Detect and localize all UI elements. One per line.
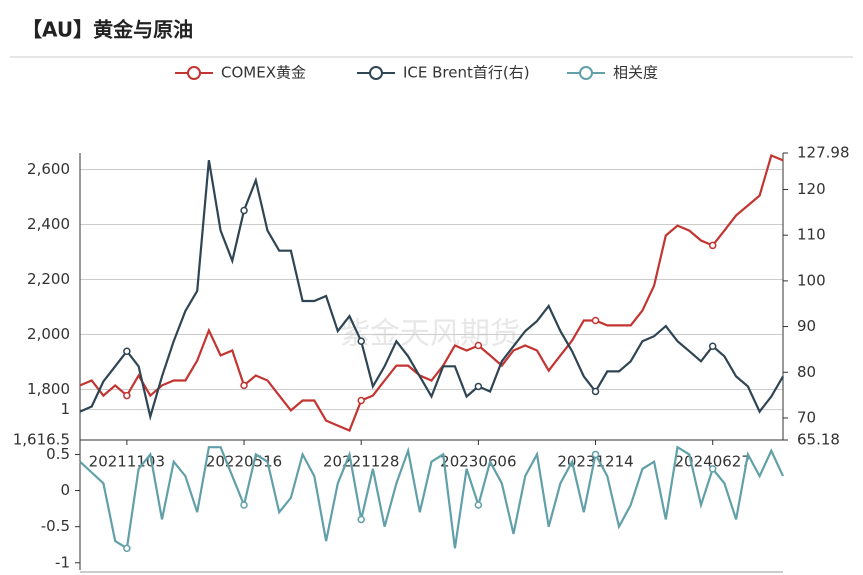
y2-tick-label: 65.18 xyxy=(797,431,840,449)
y2-tick-label: 70 xyxy=(797,408,816,426)
point-marker xyxy=(123,391,131,400)
y3-tick-label: 0 xyxy=(60,481,70,499)
point-marker xyxy=(474,341,483,350)
x-tick-label: 20220516 xyxy=(206,453,282,471)
y2-tick-label: 90 xyxy=(797,317,816,335)
point-marker xyxy=(708,342,717,350)
point-marker xyxy=(708,241,717,250)
legend-marker xyxy=(369,66,383,80)
point-marker xyxy=(240,206,248,215)
y-tick-label: 2,000 xyxy=(27,325,70,343)
y-tick-label: 1,616.5 xyxy=(13,431,70,449)
point-marker xyxy=(708,465,717,473)
y-tick-label: 1,800 xyxy=(27,380,70,398)
y-tick-label: 2,600 xyxy=(27,160,70,178)
point-marker xyxy=(591,387,600,396)
x-tick-label: 20211103 xyxy=(89,453,165,471)
legend-label: 相关度 xyxy=(613,64,658,82)
point-marker xyxy=(123,544,131,553)
y-tick-label: 2,200 xyxy=(27,270,70,288)
y2-tick-label: 127.98 xyxy=(797,144,850,162)
point-marker xyxy=(123,347,131,355)
y3-tick-label: 0.5 xyxy=(46,445,70,463)
x-tick-label: 20240627 xyxy=(675,453,751,471)
y-tick-label: 2,400 xyxy=(27,215,70,233)
legend-label: COMEX黄金 xyxy=(221,64,306,82)
y3-tick-label: -1 xyxy=(55,553,70,571)
series-line xyxy=(79,154,784,432)
x-tick-label: 20221128 xyxy=(323,453,399,471)
watermark: 紫金天风期货 xyxy=(340,317,520,352)
point-marker xyxy=(357,515,365,524)
point-marker xyxy=(357,396,365,405)
point-marker xyxy=(240,381,248,390)
series-line xyxy=(79,160,784,421)
y2-tick-label: 100 xyxy=(797,271,826,289)
point-marker xyxy=(357,337,365,345)
point-marker xyxy=(474,382,483,391)
y2-tick-label: 110 xyxy=(797,226,826,244)
legend-label: ICE Brent首行(右) xyxy=(403,64,530,82)
legend-marker xyxy=(187,66,201,80)
point-marker xyxy=(591,450,600,459)
y3-tick-label: -0.5 xyxy=(41,517,70,535)
point-marker xyxy=(240,501,248,509)
y2-tick-label: 120 xyxy=(797,180,826,198)
x-tick-label: 20230606 xyxy=(440,453,516,471)
y2-tick-label: 80 xyxy=(797,363,816,381)
legend-marker xyxy=(579,66,593,80)
x-tick-label: 20231214 xyxy=(557,453,633,471)
chart-title: 【AU】黄金与原油 xyxy=(22,18,193,42)
point-marker xyxy=(474,501,483,509)
point-marker xyxy=(591,316,600,325)
y-tick-label: 1 xyxy=(60,400,70,418)
series-line xyxy=(79,445,784,551)
